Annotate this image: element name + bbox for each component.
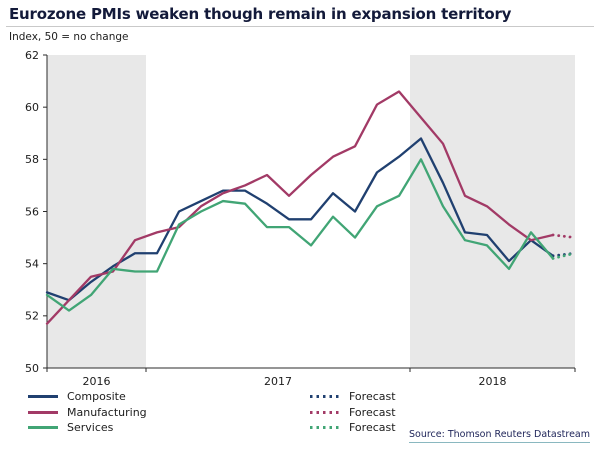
legend-label-services: Services	[67, 421, 114, 434]
services-forecast-swatch	[310, 426, 340, 429]
svg-text:56: 56	[25, 205, 39, 218]
svg-text:2018: 2018	[479, 375, 507, 388]
services-line-swatch	[28, 426, 58, 429]
composite-line-swatch	[28, 395, 58, 398]
svg-text:52: 52	[25, 310, 39, 323]
composite-forecast-swatch	[310, 395, 340, 398]
legend-label-forecast-manufacturing: Forecast	[349, 405, 396, 419]
svg-text:58: 58	[25, 153, 39, 166]
legend-item-composite: Composite	[28, 391, 147, 402]
legend-item-forecast-services: Forecast	[310, 422, 396, 433]
svg-text:2017: 2017	[264, 375, 292, 388]
manufacturing-forecast-swatch	[310, 410, 340, 414]
source-credit: Source: Thomson Reuters Datastream	[408, 429, 590, 443]
svg-text:60: 60	[25, 101, 39, 114]
svg-text:50: 50	[25, 362, 39, 375]
legend-item-forecast-composite: Forecast	[310, 391, 396, 402]
svg-text:62: 62	[25, 49, 39, 62]
svg-text:54: 54	[25, 257, 39, 270]
legend-item-forecast-manufacturing: Forecast	[310, 407, 396, 418]
svg-text:2016: 2016	[83, 375, 111, 388]
legend-label-forecast-composite: Forecast	[349, 390, 396, 403]
legend-item-services: Services	[28, 422, 147, 433]
legend-forecast-column: Forecast Forecast Forecast	[310, 391, 396, 433]
chart-title: Eurozone PMIs weaken though remain in ex…	[9, 5, 512, 23]
manufacturing-line-swatch	[28, 410, 58, 414]
legend-label-forecast-services: Forecast	[349, 421, 396, 434]
chart-subtitle: Index, 50 = no change	[9, 31, 129, 43]
legend-label-manufacturing: Manufacturing	[67, 405, 147, 419]
legend-series-column: Composite Manufacturing Services	[28, 391, 147, 433]
title-divider	[6, 26, 594, 27]
legend-label-composite: Composite	[67, 390, 126, 403]
legend-item-manufacturing: Manufacturing	[28, 407, 147, 418]
